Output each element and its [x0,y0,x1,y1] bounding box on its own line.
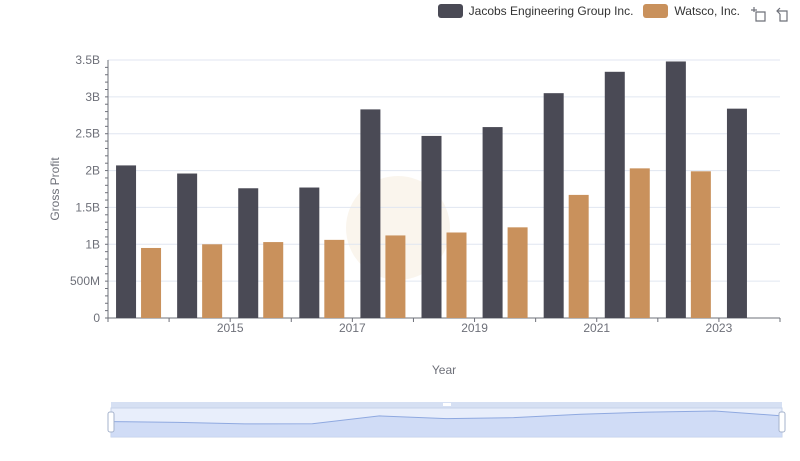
legend-label-watsco: Watsco, Inc. [674,4,740,18]
bar-watsco-2018[interactable] [385,235,406,318]
bar-jacobs-2019[interactable] [421,135,442,318]
bar-jacobs-2018[interactable] [360,109,381,318]
legend: Jacobs Engineering Group Inc. Watsco, In… [437,4,740,18]
y-tick-label: 2.5B [75,127,100,141]
zoom-select-icon[interactable] [750,6,766,22]
bar-jacobs-2023[interactable] [665,61,686,319]
zoom-reset-icon[interactable] [776,6,792,22]
datazoom-preview-line [110,410,783,425]
toolbox [750,6,792,22]
bar-watsco-2020[interactable] [507,227,528,318]
datazoom-grip-icon[interactable] [443,403,451,406]
bar-watsco-2023[interactable] [690,171,711,318]
y-tick-label: 3B [85,90,100,104]
y-axis-title: Gross Profit [48,157,62,221]
legend-item-jacobs[interactable]: Jacobs Engineering Group Inc. [437,4,634,18]
datazoom-preview-area [111,411,782,437]
bar-watsco-2016[interactable] [263,242,284,318]
bar-jacobs-2024[interactable] [726,108,747,318]
bar-watsco-2021[interactable] [568,194,589,318]
x-tick-label: 2023 [706,321,733,335]
bar-jacobs-2014[interactable] [116,165,137,318]
y-tick-label: 0 [93,311,100,325]
bar-watsco-2015[interactable] [202,244,223,318]
legend-swatch-jacobs [437,4,463,18]
y-tick-label: 3.5B [75,53,100,67]
x-tick-label: 2019 [461,321,488,335]
bar-jacobs-2020[interactable] [482,127,503,318]
bar-jacobs-2015[interactable] [177,173,198,318]
bar-jacobs-2021[interactable] [543,93,564,319]
datazoom-handle-right[interactable] [778,411,786,433]
bar-jacobs-2022[interactable] [604,71,625,319]
bar-watsco-2022[interactable] [629,168,650,318]
x-axis-title: Year [432,363,456,377]
legend-label-jacobs: Jacobs Engineering Group Inc. [468,4,634,18]
x-tick-label: 2015 [217,321,244,335]
y-tick-label: 1B [85,237,100,251]
datazoom-handle-left[interactable] [107,411,115,433]
legend-swatch-watsco [643,4,669,18]
x-tick-label: 2021 [583,321,610,335]
bar-watsco-2019[interactable] [446,232,467,318]
bar-jacobs-2016[interactable] [238,188,259,318]
bar-watsco-2017[interactable] [324,239,345,318]
legend-item-watsco[interactable]: Watsco, Inc. [643,4,740,18]
y-tick-label: 1.5B [75,200,100,214]
bar-jacobs-2017[interactable] [299,187,320,318]
y-tick-label: 2B [85,164,100,178]
y-tick-label: 500M [70,274,100,288]
x-tick-label: 2017 [339,321,366,335]
bar-watsco-2014[interactable] [141,247,162,318]
